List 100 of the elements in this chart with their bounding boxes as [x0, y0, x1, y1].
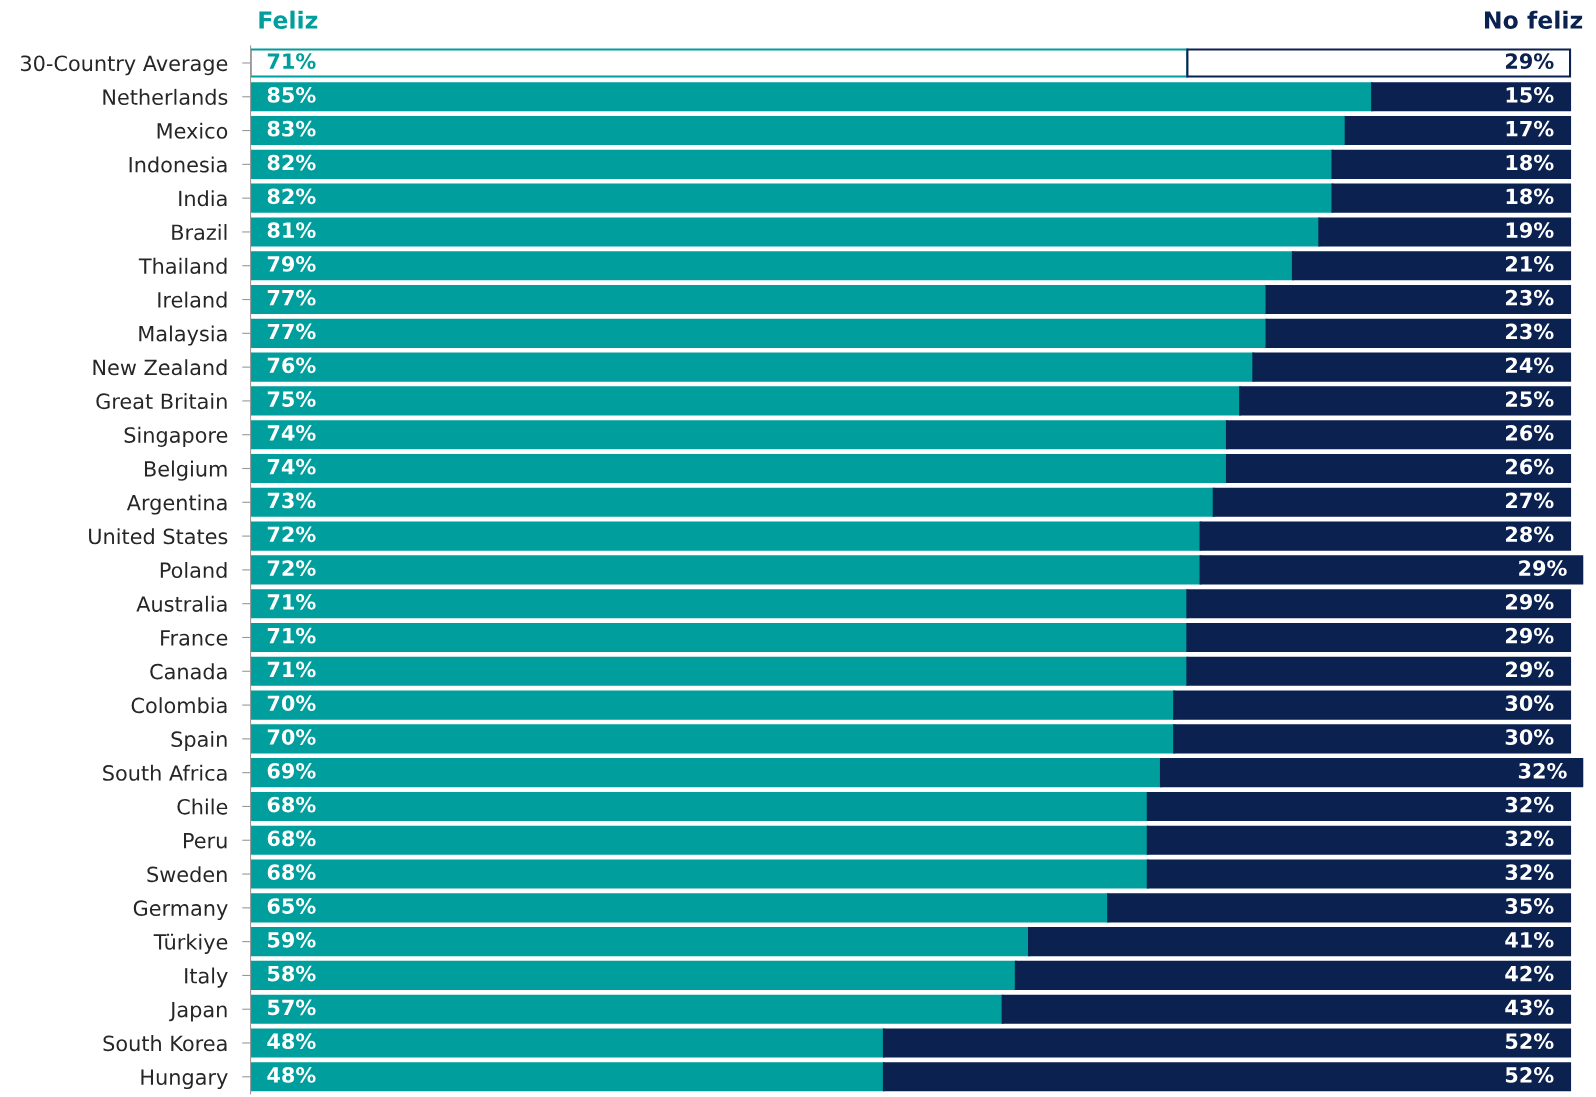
data-label: 81% [267, 222, 316, 238]
data-label: 72% [267, 560, 316, 576]
y-tick-label: Indonesia [129, 156, 227, 173]
bar [1173, 690, 1572, 720]
data-label: 32% [1505, 830, 1554, 847]
data-label: 70% [267, 729, 316, 745]
data-label: 65% [267, 898, 316, 914]
y-tick-label: Peru [184, 832, 227, 849]
y-tick-label: India [179, 190, 227, 207]
bar [250, 487, 1215, 517]
y-tick-label: Poland [160, 561, 227, 579]
bar [1318, 217, 1572, 247]
data-label: 32% [1518, 762, 1567, 779]
data-label: 69% [267, 762, 316, 779]
bar [1173, 724, 1572, 754]
bar [1107, 893, 1572, 923]
bar [250, 960, 1017, 990]
y-tick-label: Ireland [158, 291, 227, 308]
data-label: 71% [267, 593, 316, 610]
bar [1371, 82, 1572, 112]
bar [1199, 521, 1572, 551]
bar [1186, 589, 1572, 619]
y-tick-label: Colombia [131, 697, 227, 714]
data-label: 71% [267, 661, 316, 678]
bar [250, 318, 1268, 348]
bar [882, 1062, 1572, 1092]
bar [1344, 116, 1572, 146]
data-label: 29% [1505, 627, 1554, 644]
bar [250, 217, 1321, 247]
bar [1186, 622, 1572, 653]
bar [250, 251, 1294, 281]
bar [1146, 859, 1572, 889]
y-tick-label: Thailand [138, 257, 227, 274]
bar [250, 386, 1242, 416]
bar [250, 825, 1149, 855]
bar [250, 758, 1163, 788]
y-tick-label: Türkiye [153, 933, 228, 954]
data-label: 17% [1506, 120, 1554, 137]
bar [882, 1028, 1572, 1058]
bar [1028, 927, 1572, 957]
data-label: 32% [1505, 864, 1554, 881]
data-label: 18% [1506, 154, 1554, 171]
y-tick-label: Spain [171, 730, 227, 752]
bar [1146, 791, 1572, 822]
data-label: 26% [1505, 458, 1554, 475]
data-label: 73% [267, 492, 316, 509]
y-tick-label: Germany [133, 900, 228, 921]
data-label: 23% [1505, 289, 1554, 306]
bar [250, 284, 1268, 315]
y-tick-label: Great Britain [96, 393, 227, 410]
data-label: 71% [267, 53, 316, 70]
bar [250, 791, 1149, 822]
bar [1001, 994, 1572, 1024]
data-label: 30% [1505, 729, 1554, 745]
data-label: 79% [267, 256, 316, 272]
data-label: 35% [1505, 898, 1554, 914]
data-label: 29% [1505, 593, 1554, 610]
series-label: No feliz [1484, 10, 1583, 29]
y-tick-label: Mexico [157, 122, 228, 139]
data-label: 77% [267, 289, 316, 306]
bar [250, 1028, 885, 1058]
bar [1252, 352, 1572, 382]
data-label: 70% [267, 695, 316, 712]
y-tick-label: Belgium [144, 460, 227, 481]
data-label: 74% [267, 458, 316, 475]
bar [1014, 960, 1572, 990]
data-label: 48% [267, 1033, 316, 1050]
data-label: 42% [1505, 965, 1554, 982]
y-tick-label: South Korea [103, 1035, 227, 1052]
data-label: 41% [1505, 931, 1554, 948]
bar [250, 994, 1004, 1024]
bar [250, 927, 1031, 957]
data-label: 15% [1506, 87, 1554, 103]
y-tick-label: Brazil [172, 224, 227, 241]
data-label: 29% [1519, 560, 1567, 576]
y-tick-label: Argentina [126, 494, 227, 515]
data-label: 68% [267, 830, 316, 847]
y-tick-label: Chile [177, 798, 228, 815]
bar [250, 420, 1229, 450]
data-label: 57% [268, 999, 316, 1016]
bar [250, 453, 1229, 484]
data-label: 52% [1505, 1033, 1554, 1050]
y-tick-label: New Zealand [93, 359, 227, 376]
data-label: 77% [267, 323, 316, 340]
y-tick-label: Australia [136, 595, 227, 612]
bar [250, 859, 1149, 889]
data-label: 68% [267, 864, 316, 881]
data-label: 74% [267, 425, 316, 441]
data-label: 29% [1505, 661, 1554, 678]
data-label: 26% [1505, 425, 1554, 441]
data-label: 43% [1505, 999, 1554, 1016]
data-label: 19% [1506, 222, 1554, 238]
y-tick-label: Hungary [141, 1069, 228, 1090]
data-label: 71% [267, 627, 316, 644]
data-label: 58% [268, 965, 316, 982]
data-label: 68% [267, 796, 316, 813]
data-label: 30% [1505, 695, 1554, 712]
data-label: 18% [1506, 188, 1554, 205]
y-tick-label: Netherlands [103, 88, 228, 105]
data-label: 85% [267, 87, 316, 103]
